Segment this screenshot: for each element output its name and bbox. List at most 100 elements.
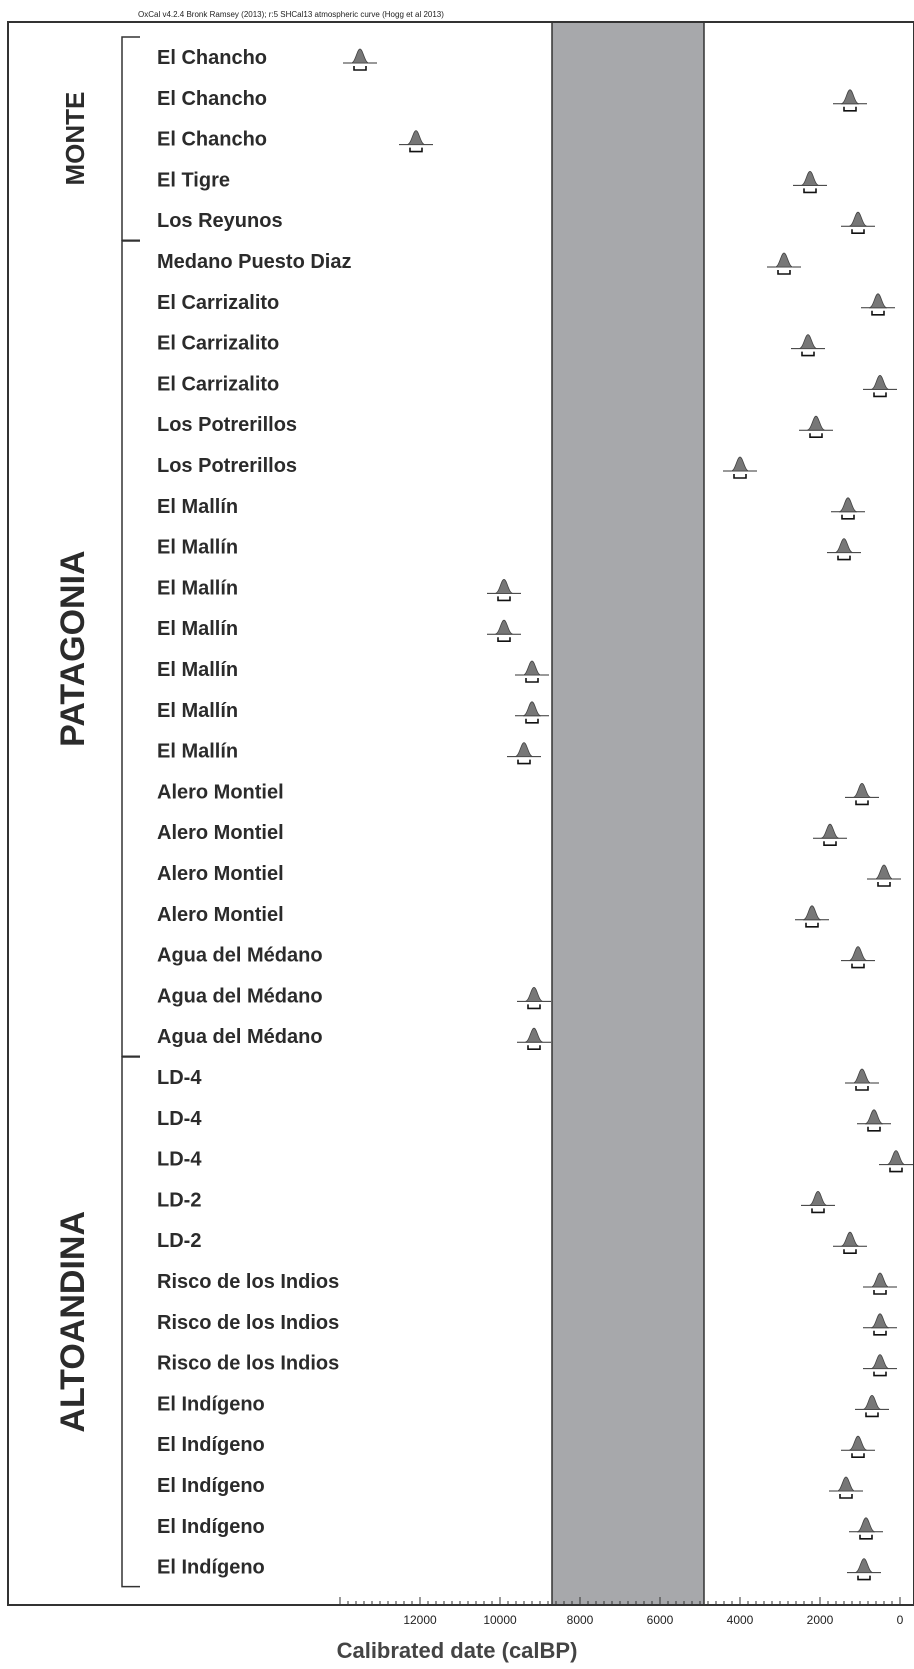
- site-label: Risco de los Indios: [157, 1271, 339, 1293]
- site-row: Alero Montiel: [157, 863, 901, 887]
- range-bracket: [867, 1126, 881, 1132]
- site-row: El Tigre: [157, 169, 827, 194]
- range-bracket: [837, 555, 851, 561]
- site-label: El Mallín: [157, 618, 238, 640]
- probability-distribution: [406, 130, 426, 145]
- probability-distribution: [806, 415, 826, 431]
- chart-header: OxCal v4.2.4 Bronk Ramsey (2013); r:5 SH…: [138, 10, 444, 19]
- range-bracket: [877, 882, 891, 887]
- site-row: El Indígeno: [157, 1475, 863, 1499]
- site-label: Los Reyunos: [157, 210, 283, 232]
- site-label: El Carrizalito: [157, 333, 279, 355]
- site-label: El Mallín: [157, 659, 238, 681]
- range-bracket: [525, 718, 539, 724]
- site-row: El Mallín: [157, 741, 541, 765]
- probability-distribution: [524, 1027, 544, 1043]
- probability-distribution: [840, 1231, 860, 1247]
- site-label: El Mallín: [157, 496, 238, 518]
- range-bracket: [809, 433, 823, 438]
- x-tick-label: 0: [897, 1613, 904, 1627]
- range-bracket: [353, 66, 367, 71]
- site-label: Medano Puesto Diaz: [157, 251, 351, 273]
- probability-distribution: [870, 1354, 890, 1369]
- site-row: Alero Montiel: [157, 822, 847, 846]
- site-row: El Mallín: [157, 618, 521, 642]
- site-row: El Carrizalito: [157, 373, 897, 398]
- probability-distribution: [834, 538, 854, 553]
- x-tick-label: 4000: [727, 1613, 754, 1627]
- site-label: Risco de los Indios: [157, 1353, 339, 1375]
- site-label: LD-4: [157, 1149, 202, 1171]
- site-label: Agua del Médano: [157, 945, 323, 967]
- range-bracket: [733, 474, 747, 479]
- probability-distribution: [838, 497, 858, 513]
- probability-distribution: [852, 1068, 872, 1084]
- site-label: El Indígeno: [157, 1434, 265, 1456]
- site-row: El Carrizalito: [157, 292, 895, 316]
- group-label: MONTE: [60, 92, 90, 186]
- range-bracket: [851, 963, 865, 969]
- probability-distribution: [870, 1313, 890, 1329]
- range-bracket: [841, 514, 855, 520]
- site-label: El Carrizalito: [157, 292, 279, 314]
- probability-distribution: [852, 782, 872, 798]
- site-label: LD-4: [157, 1108, 202, 1130]
- site-row: El Chancho: [157, 129, 433, 153]
- site-row: LD-4: [157, 1149, 913, 1173]
- site-row: El Chancho: [157, 47, 377, 71]
- probability-distribution: [870, 374, 890, 390]
- plot-frame: [7, 21, 914, 1606]
- probability-distribution: [868, 293, 888, 309]
- range-bracket: [517, 759, 531, 765]
- range-bracket: [843, 106, 857, 112]
- range-bracket: [527, 1004, 541, 1010]
- site-row: Agua del Médano: [157, 1026, 551, 1050]
- probability-distribution: [800, 170, 820, 186]
- range-bracket: [889, 1167, 903, 1173]
- probability-distribution: [870, 1272, 890, 1288]
- probability-distribution: [494, 619, 514, 635]
- site-label: El Tigre: [157, 169, 230, 191]
- probability-distribution: [730, 456, 750, 472]
- site-row: LD-4: [157, 1108, 891, 1132]
- site-label: Agua del Médano: [157, 1026, 323, 1048]
- range-bracket: [843, 1249, 857, 1254]
- site-row: El Indígeno: [157, 1516, 883, 1540]
- site-row: Los Potrerillos: [157, 455, 757, 479]
- probability-distribution: [840, 89, 860, 105]
- range-bracket: [805, 922, 819, 928]
- site-label: Alero Montiel: [157, 781, 284, 803]
- site-label: El Indígeno: [157, 1516, 265, 1538]
- site-row: Agua del Médano: [157, 945, 875, 969]
- range-bracket: [859, 1534, 873, 1540]
- x-tick-label: 2000: [807, 1613, 834, 1627]
- group-bracket: [121, 1056, 140, 1588]
- range-bracket: [851, 1453, 865, 1458]
- site-label: El Chancho: [157, 47, 267, 69]
- site-row: LD-2: [157, 1230, 867, 1254]
- site-row: El Indígeno: [157, 1434, 875, 1458]
- site-label: Alero Montiel: [157, 904, 284, 926]
- site-row: El Chancho: [157, 88, 867, 112]
- probability-distribution: [522, 701, 542, 717]
- site-row: El Mallín: [157, 577, 521, 602]
- site-row: El Indígeno: [157, 1393, 889, 1418]
- probability-distribution: [802, 905, 822, 921]
- range-bracket: [855, 1086, 869, 1091]
- probability-distribution: [864, 1109, 884, 1125]
- probability-distribution: [848, 946, 868, 961]
- group-bracket: [121, 36, 140, 241]
- range-bracket: [801, 351, 815, 357]
- site-row: Alero Montiel: [157, 904, 829, 928]
- probability-distribution: [808, 1190, 828, 1206]
- site-label: LD-2: [157, 1189, 201, 1211]
- x-axis-label: Calibrated date (calBP): [336, 1638, 578, 1663]
- x-tick-label: 6000: [647, 1613, 674, 1627]
- site-row: El Mallín: [157, 496, 865, 520]
- site-label: Risco de los Indios: [157, 1312, 339, 1334]
- range-bracket: [497, 596, 511, 602]
- probability-distribution: [350, 48, 370, 64]
- probability-distribution: [798, 334, 818, 349]
- range-bracket: [873, 1371, 887, 1377]
- range-bracket: [409, 147, 423, 153]
